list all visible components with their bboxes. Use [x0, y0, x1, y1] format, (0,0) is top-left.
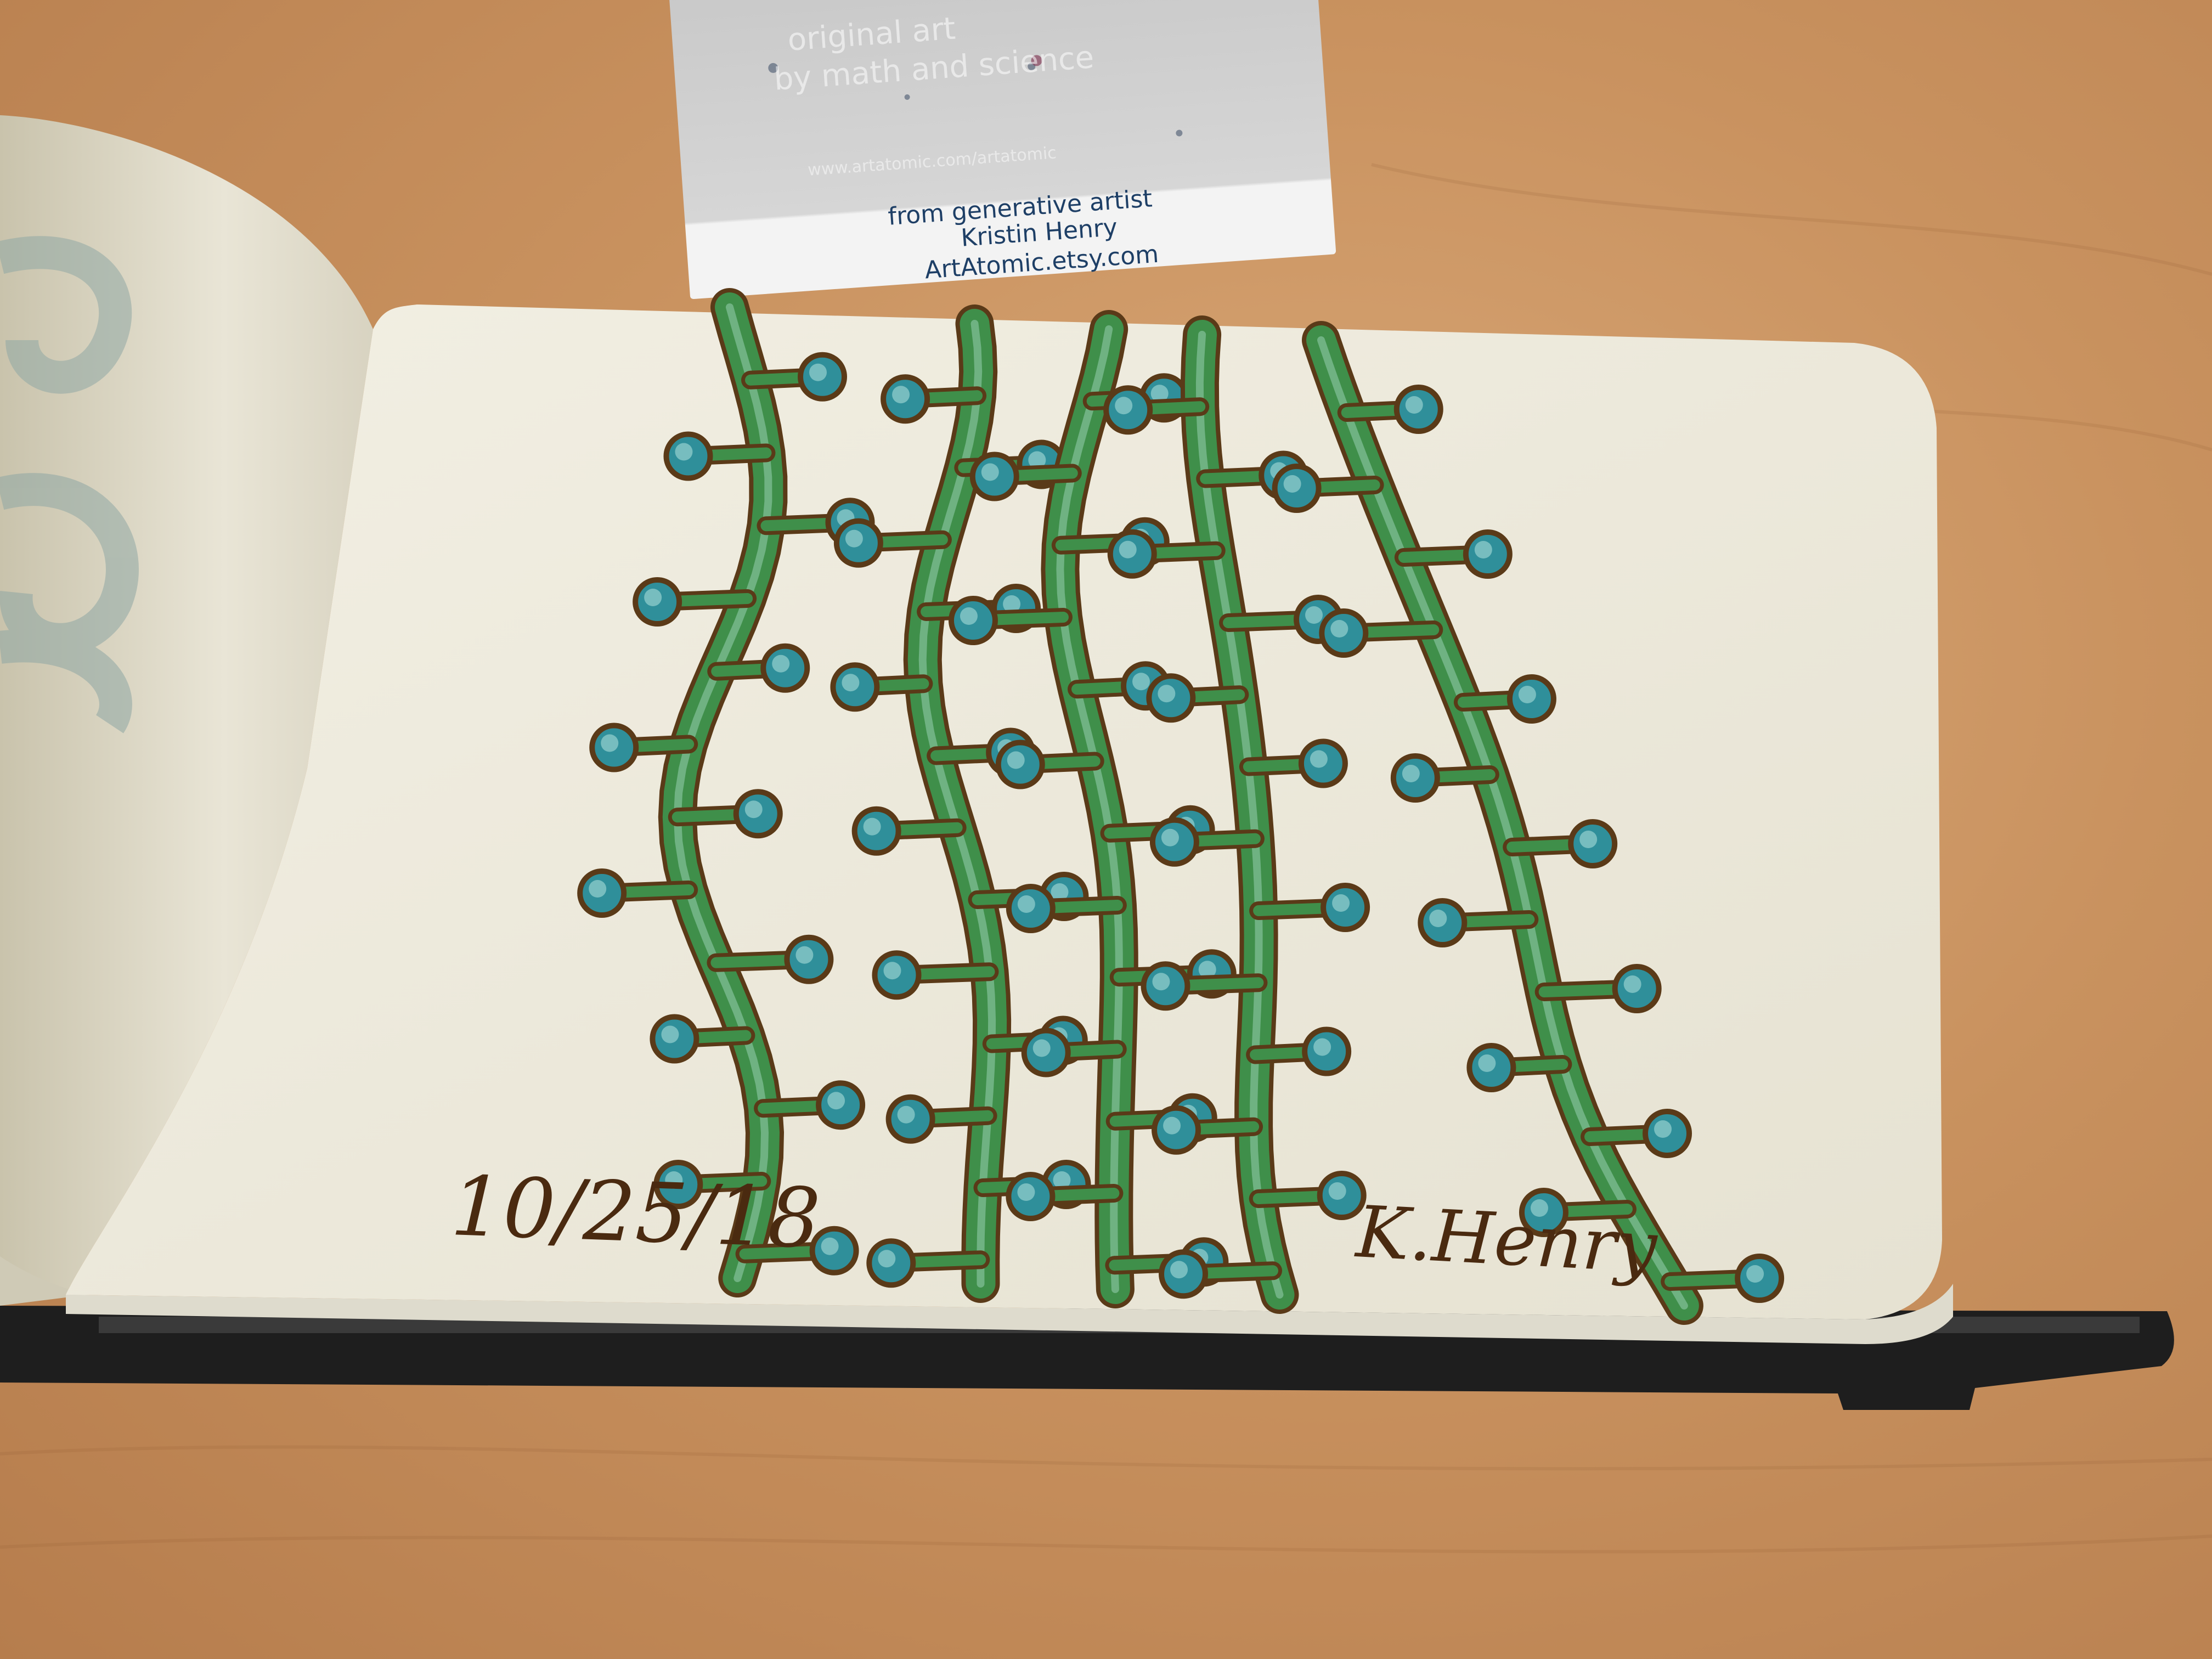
vine-bud-highlight: [1429, 910, 1447, 927]
vine-bud-highlight: [1402, 765, 1420, 782]
vine-bud-highlight: [892, 386, 910, 404]
vine-bud-highlight: [1150, 385, 1169, 403]
vine-bud-highlight: [1405, 396, 1423, 414]
vine-bud-highlight: [1028, 451, 1046, 469]
vine-bud-highlight: [1310, 750, 1328, 768]
date-inscription: 10/25/18: [449, 1159, 822, 1267]
vine-bud-highlight: [1478, 1054, 1496, 1072]
vine-bud-highlight: [1283, 475, 1301, 493]
vine-bud-highlight: [1746, 1265, 1764, 1283]
left-page-bottom-edge: [0, 1256, 88, 1306]
vine-bud-highlight: [1152, 973, 1170, 991]
vine-bud-highlight: [1654, 1120, 1672, 1138]
vine-bud-highlight: [1017, 1183, 1035, 1201]
vine-bud-highlight: [842, 674, 860, 692]
vine-bud-highlight: [1518, 686, 1536, 703]
vine-bud-highlight: [1530, 1199, 1548, 1217]
vine-bud-highlight: [1330, 620, 1348, 637]
page-stack-edge: [66, 1284, 1953, 1344]
vine-bud-highlight: [589, 880, 607, 898]
vine-bud-highlight: [1313, 1038, 1331, 1056]
vine-bud-highlight: [878, 1250, 896, 1268]
vine-bud-highlight: [1474, 541, 1492, 558]
vine-bud-highlight: [1051, 883, 1069, 901]
vine-bud-highlight: [601, 734, 619, 752]
vine-bud-highlight: [661, 1025, 679, 1043]
vine-bud-highlight: [897, 1105, 915, 1124]
artist-signature: K.Henry: [1353, 1190, 1660, 1289]
vine-bud-highlight: [1579, 831, 1598, 848]
vine-bud-highlight: [1305, 606, 1323, 624]
vine-bud-highlight: [644, 589, 662, 606]
vine-bud-highlight: [675, 443, 693, 461]
vine-bud-highlight: [827, 1092, 845, 1110]
vine-bud-highlight: [1623, 975, 1641, 993]
vine-bud-highlight: [772, 654, 790, 673]
vine-bud-highlight: [744, 800, 763, 819]
vine-bud-highlight: [845, 529, 863, 548]
vine-bud-highlight: [795, 946, 814, 964]
vine-bud-highlight: [960, 607, 978, 625]
vine-bud-highlight: [981, 463, 999, 481]
vine-bud-highlight: [1017, 895, 1035, 913]
vine-bud-highlight: [883, 962, 901, 980]
vine-bud-highlight: [1163, 1116, 1181, 1135]
vine-bud-highlight: [1158, 685, 1176, 703]
left-page: [0, 115, 373, 1300]
vine-bud-highlight: [665, 1171, 683, 1189]
vine-bud-highlight: [809, 363, 827, 381]
vine-bud-highlight: [1328, 1182, 1346, 1200]
vine-bud-highlight: [1198, 961, 1216, 979]
vine-bud-highlight: [1132, 673, 1150, 691]
vine-bud-highlight: [1119, 540, 1137, 558]
vine-bud-highlight: [1003, 595, 1021, 613]
vine-drawing: [577, 288, 1785, 1325]
vine-bud-highlight: [1170, 1261, 1188, 1279]
vine-bud-highlight: [1332, 894, 1350, 912]
vine-bud-highlight: [1007, 751, 1025, 769]
show-through-swirl-icon: [0, 236, 139, 733]
vine-bud-highlight: [821, 1237, 839, 1255]
vine-bud-highlight: [1161, 828, 1179, 847]
vine-bud-highlight: [1032, 1039, 1051, 1057]
vine-bud-highlight: [1115, 397, 1133, 415]
vine-bud-highlight: [1053, 1171, 1071, 1189]
business-card: [669, 0, 1336, 300]
vine-bud-highlight: [863, 817, 881, 836]
